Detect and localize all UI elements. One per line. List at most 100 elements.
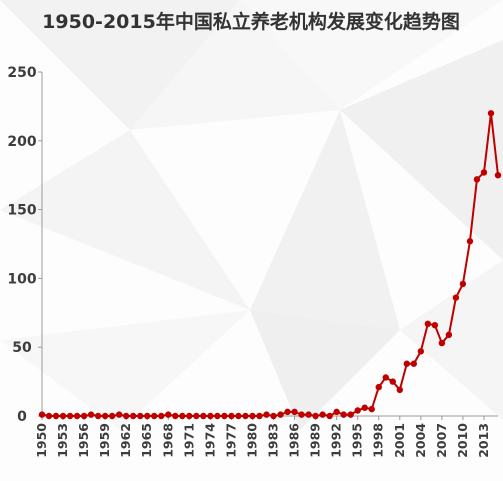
data-point bbox=[249, 412, 256, 420]
data-point bbox=[66, 412, 74, 420]
x-tick-label: 1980 bbox=[244, 423, 259, 458]
data-point bbox=[487, 110, 495, 117]
data-point bbox=[382, 374, 389, 381]
data-point bbox=[277, 411, 284, 418]
x-tick-label: 2004 bbox=[413, 423, 428, 458]
data-point bbox=[263, 411, 270, 418]
data-point bbox=[158, 412, 165, 420]
data-point bbox=[45, 412, 53, 420]
data-point bbox=[172, 412, 179, 420]
x-tick-label: 1950 bbox=[34, 423, 49, 458]
x-tick-label: 1959 bbox=[97, 423, 112, 458]
data-point bbox=[312, 412, 319, 420]
data-point bbox=[326, 412, 333, 420]
data-point bbox=[214, 412, 221, 420]
data-point bbox=[452, 294, 460, 301]
data-point bbox=[151, 412, 158, 420]
data-point bbox=[417, 348, 425, 355]
x-tick-label: 1965 bbox=[139, 423, 154, 458]
data-point bbox=[186, 412, 193, 420]
data-point bbox=[389, 378, 396, 385]
series-line bbox=[41, 112, 499, 417]
data-point bbox=[122, 412, 130, 420]
x-tick-label: 1989 bbox=[308, 423, 323, 458]
data-point bbox=[368, 405, 375, 413]
data-point bbox=[354, 407, 361, 414]
data-point bbox=[101, 412, 109, 420]
data-point bbox=[130, 412, 137, 420]
x-tick-label: 2001 bbox=[392, 423, 407, 458]
data-point bbox=[242, 412, 249, 420]
data-point bbox=[291, 408, 298, 416]
y-tick-label: 250 bbox=[7, 65, 36, 81]
data-point bbox=[466, 238, 474, 245]
data-point bbox=[375, 383, 382, 391]
axes bbox=[41, 72, 498, 417]
x-tick-label: 1962 bbox=[118, 423, 133, 458]
data-point bbox=[410, 360, 418, 367]
data-point bbox=[73, 412, 81, 420]
data-point bbox=[494, 172, 502, 179]
x-tick-label: 1998 bbox=[371, 423, 386, 458]
data-point bbox=[319, 411, 326, 418]
data-point bbox=[396, 386, 403, 394]
data-point bbox=[459, 280, 467, 288]
x-tick-label: 1983 bbox=[266, 423, 281, 458]
data-point bbox=[80, 412, 88, 420]
y-tick-label: 200 bbox=[7, 134, 36, 150]
data-point bbox=[38, 411, 46, 418]
data-point bbox=[179, 412, 186, 420]
x-tick-label: 1977 bbox=[223, 423, 238, 458]
x-tick-label: 1971 bbox=[181, 423, 196, 458]
x-tick-label: 1968 bbox=[160, 423, 175, 458]
data-point bbox=[235, 412, 242, 420]
data-point bbox=[137, 412, 144, 420]
data-point bbox=[94, 412, 102, 420]
data-point bbox=[424, 320, 432, 328]
x-tick-label: 1986 bbox=[287, 423, 302, 458]
data-point bbox=[115, 411, 123, 418]
x-tick-label: 1992 bbox=[329, 423, 344, 458]
x-tick-label: 2007 bbox=[434, 423, 449, 458]
data-point bbox=[403, 360, 410, 367]
x-tick-label: 1974 bbox=[202, 423, 217, 458]
data-point bbox=[207, 412, 214, 420]
y-tick-label: 50 bbox=[12, 340, 32, 356]
data-point bbox=[298, 411, 305, 418]
data-point bbox=[347, 411, 354, 418]
data-point bbox=[284, 408, 291, 416]
data-point bbox=[480, 169, 488, 176]
data-point bbox=[228, 412, 235, 420]
y-axis-ticks: 0 50 100 150 200 250 bbox=[7, 65, 42, 425]
y-tick-label: 150 bbox=[7, 203, 36, 219]
data-point bbox=[438, 339, 446, 347]
x-tick-label: 2013 bbox=[476, 423, 491, 458]
data-point bbox=[305, 411, 312, 418]
data-point bbox=[270, 412, 277, 420]
y-tick-label: 0 bbox=[17, 409, 27, 425]
data-point bbox=[361, 404, 368, 411]
x-tick-label: 1956 bbox=[76, 423, 91, 458]
chart-title: 1950-2015年中国私立养老机构发展变化趋势图 bbox=[42, 10, 460, 33]
data-point bbox=[165, 411, 172, 418]
x-tick-label: 2010 bbox=[455, 423, 470, 458]
data-point bbox=[333, 408, 340, 416]
data-point bbox=[473, 176, 481, 183]
x-tick-label: 1995 bbox=[350, 423, 365, 458]
data-point bbox=[144, 412, 151, 420]
data-point bbox=[200, 412, 207, 420]
data-point bbox=[193, 412, 200, 420]
x-tick-label: 1953 bbox=[55, 423, 70, 458]
data-point bbox=[445, 331, 453, 339]
series bbox=[38, 110, 502, 420]
data-point bbox=[52, 412, 60, 420]
data-point bbox=[59, 412, 67, 420]
data-point bbox=[221, 412, 228, 420]
data-point bbox=[256, 412, 263, 420]
x-axis-ticks: 1950 1953 1956 1959 1962 1965 1968 1971 1974 1977… bbox=[34, 416, 491, 458]
data-point bbox=[431, 321, 439, 329]
data-point bbox=[108, 412, 116, 420]
data-point bbox=[87, 411, 95, 418]
